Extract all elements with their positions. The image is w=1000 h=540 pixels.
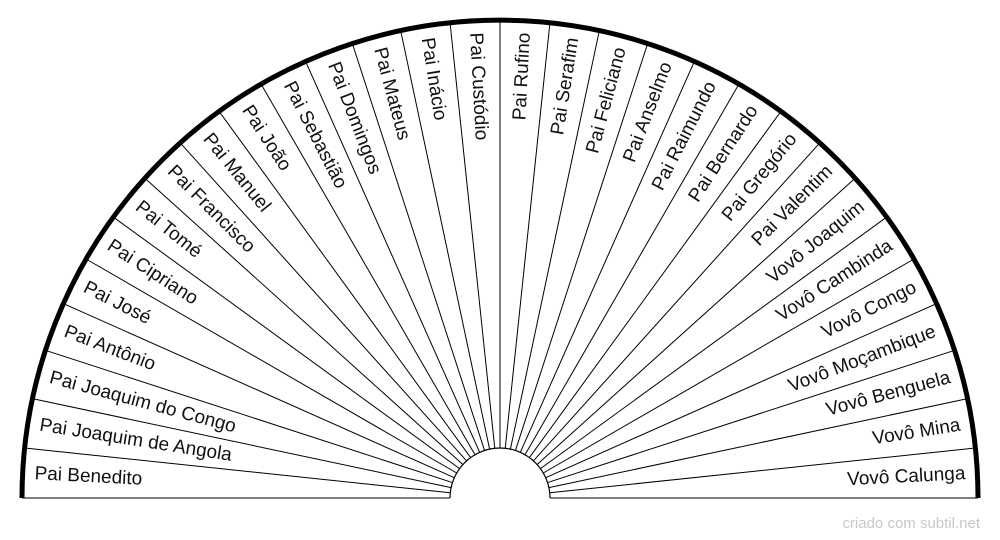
sector-label: Pai Mateus	[369, 45, 414, 142]
sector-dividers	[24, 20, 976, 494]
sector-label: Pai Serafim	[547, 36, 583, 136]
sector-divider	[514, 43, 649, 451]
sector-label: Pai Antônio	[61, 321, 158, 375]
sector-label: Pai José	[80, 277, 154, 329]
sector-divider	[179, 142, 467, 462]
sector-divider	[504, 22, 551, 449]
sector-divider	[545, 303, 937, 479]
sector-divider	[548, 398, 968, 489]
sector-divider	[540, 216, 888, 470]
sector-label: Pai Benedito	[34, 463, 143, 490]
sector-divider	[144, 177, 464, 465]
sector-divider	[524, 83, 740, 455]
sector-divider	[85, 258, 457, 474]
sector-divider	[549, 447, 976, 494]
sector-divider	[63, 303, 455, 479]
sector-label: Pai Feliciano	[582, 45, 630, 156]
sector-divider	[32, 398, 452, 489]
sector-divider	[260, 83, 476, 455]
sector-divider	[112, 216, 460, 470]
sector-divider	[528, 110, 782, 458]
sector-divider	[509, 30, 600, 450]
inner-arc	[449, 447, 551, 499]
sector-divider	[305, 61, 481, 453]
sector-divider	[519, 61, 695, 453]
sector-divider	[400, 30, 491, 450]
sector-divider	[45, 349, 453, 484]
sector-label: Pai Inácio	[417, 36, 451, 122]
sector-label: Pai Custódio	[465, 32, 492, 141]
sector-divider	[533, 142, 821, 462]
sector-divider	[218, 110, 472, 458]
sector-label: Vovô Mina	[871, 415, 962, 450]
sector-divider	[24, 447, 451, 494]
sector-label: Pai João	[237, 101, 295, 174]
outer-arc	[19, 17, 981, 499]
credit-text: criado com subtil.net	[842, 515, 980, 532]
sector-label: Pai Rufino	[509, 32, 535, 121]
sector-label: Vovô Calunga	[847, 463, 967, 490]
sector-divider	[536, 177, 856, 465]
sector-divider	[543, 258, 915, 474]
sector-divider	[449, 22, 496, 449]
sector-divider	[351, 43, 486, 451]
sector-divider	[547, 349, 955, 484]
